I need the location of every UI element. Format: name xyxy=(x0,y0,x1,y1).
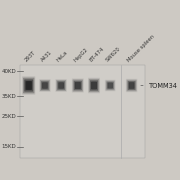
FancyBboxPatch shape xyxy=(129,82,134,89)
FancyBboxPatch shape xyxy=(23,78,34,93)
FancyBboxPatch shape xyxy=(41,81,49,90)
FancyBboxPatch shape xyxy=(105,80,116,91)
FancyBboxPatch shape xyxy=(39,79,51,92)
FancyBboxPatch shape xyxy=(92,82,96,89)
FancyBboxPatch shape xyxy=(56,80,66,91)
FancyBboxPatch shape xyxy=(107,82,114,89)
Text: SW620: SW620 xyxy=(105,46,122,63)
Text: BT-474: BT-474 xyxy=(89,46,105,63)
FancyBboxPatch shape xyxy=(75,82,81,89)
FancyBboxPatch shape xyxy=(58,82,64,89)
FancyBboxPatch shape xyxy=(88,78,100,93)
FancyBboxPatch shape xyxy=(109,83,112,88)
FancyBboxPatch shape xyxy=(107,83,113,88)
Text: Mouse spleen: Mouse spleen xyxy=(127,34,156,63)
Text: A431: A431 xyxy=(40,50,53,63)
FancyBboxPatch shape xyxy=(74,81,82,90)
Bar xyxy=(20,65,145,158)
FancyBboxPatch shape xyxy=(24,79,33,92)
Text: 35KD: 35KD xyxy=(2,94,17,99)
Text: TOMM34: TOMM34 xyxy=(141,82,178,89)
Text: HepG2: HepG2 xyxy=(73,47,89,63)
FancyBboxPatch shape xyxy=(126,79,137,92)
Text: 293T: 293T xyxy=(24,50,37,63)
FancyBboxPatch shape xyxy=(22,76,35,95)
FancyBboxPatch shape xyxy=(42,82,48,89)
FancyBboxPatch shape xyxy=(130,82,133,89)
FancyBboxPatch shape xyxy=(106,80,115,91)
FancyBboxPatch shape xyxy=(76,82,80,89)
FancyBboxPatch shape xyxy=(27,81,31,90)
FancyBboxPatch shape xyxy=(72,78,84,93)
FancyBboxPatch shape xyxy=(89,79,99,92)
FancyBboxPatch shape xyxy=(128,81,136,90)
Text: 25KD: 25KD xyxy=(2,114,17,119)
FancyBboxPatch shape xyxy=(91,82,97,89)
FancyBboxPatch shape xyxy=(43,82,47,89)
FancyBboxPatch shape xyxy=(55,79,67,92)
FancyBboxPatch shape xyxy=(127,80,137,91)
FancyBboxPatch shape xyxy=(59,82,63,89)
FancyBboxPatch shape xyxy=(73,79,83,92)
Text: HeLa: HeLa xyxy=(56,50,69,63)
FancyBboxPatch shape xyxy=(26,81,32,90)
FancyBboxPatch shape xyxy=(40,80,50,91)
Text: 40KD: 40KD xyxy=(2,69,17,74)
FancyBboxPatch shape xyxy=(90,80,98,91)
FancyBboxPatch shape xyxy=(57,81,65,90)
Text: 15KD: 15KD xyxy=(2,144,17,149)
